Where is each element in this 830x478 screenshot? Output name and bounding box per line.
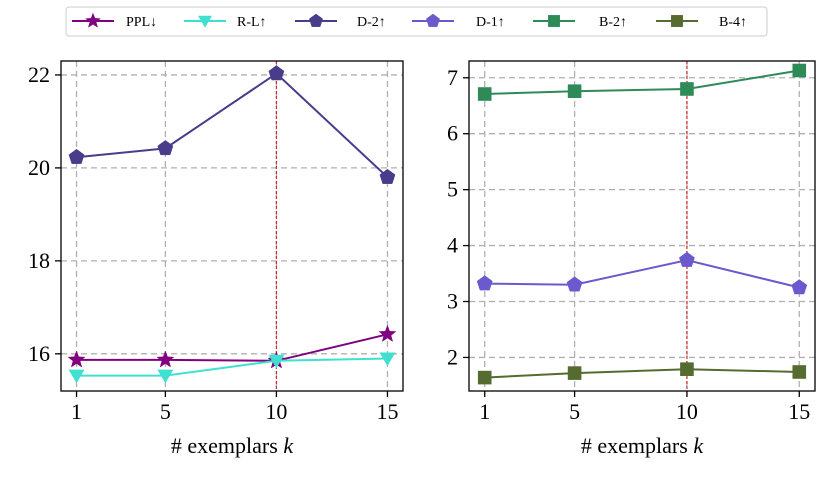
series-rl bbox=[68, 352, 396, 384]
legend-marker-pentagon bbox=[426, 13, 440, 27]
y-tick-label: 5 bbox=[447, 177, 458, 202]
legend-marker-pentagon bbox=[309, 13, 323, 27]
x-axis-label-text: # exemplars bbox=[581, 433, 693, 458]
data-point-b4 bbox=[680, 362, 694, 376]
legend-item-d1: D-1↑ bbox=[412, 13, 505, 30]
legend-item-d2: D-2↑ bbox=[295, 13, 386, 30]
data-point-ppl bbox=[378, 324, 397, 342]
data-point-b4 bbox=[792, 365, 807, 379]
data-point-b2 bbox=[567, 84, 582, 99]
legend-marker-star bbox=[85, 12, 101, 28]
data-point-rl bbox=[68, 369, 85, 384]
x-axis-label: # exemplars k bbox=[171, 433, 294, 458]
x-tick-label: 15 bbox=[788, 399, 810, 424]
axes-frame bbox=[468, 60, 816, 392]
legend-label: B-2↑ bbox=[599, 15, 627, 30]
x-axis-label: # exemplars k bbox=[581, 433, 704, 458]
series-line-b2 bbox=[484, 69, 800, 95]
x-tick-label: 5 bbox=[160, 399, 171, 424]
x-tick-label: 1 bbox=[479, 399, 490, 424]
y-tick-label: 3 bbox=[447, 289, 458, 314]
y-tick-label: 20 bbox=[28, 155, 50, 180]
x-tick-label: 15 bbox=[376, 399, 398, 424]
series-d2 bbox=[68, 65, 396, 184]
y-tick-label: 2 bbox=[447, 344, 458, 369]
y-tick-label: 7 bbox=[447, 65, 458, 90]
data-point-d2 bbox=[379, 168, 396, 184]
x-axis-label-var: k bbox=[693, 433, 704, 458]
series-line-d2 bbox=[76, 72, 389, 178]
y-tick-label: 18 bbox=[28, 248, 50, 273]
series-b2 bbox=[477, 63, 807, 101]
y-tick-label: 22 bbox=[28, 62, 50, 87]
x-axis-label-var: k bbox=[283, 433, 294, 458]
grid bbox=[61, 61, 403, 391]
series-line-d1 bbox=[484, 259, 800, 289]
series-line-rl bbox=[76, 357, 388, 377]
legend-label: B-4↑ bbox=[719, 15, 747, 30]
series-line-ppl bbox=[76, 333, 388, 362]
data-point-b4 bbox=[567, 366, 582, 380]
grid bbox=[469, 61, 815, 391]
legend-label: D-2↑ bbox=[357, 15, 386, 30]
data-point-rl bbox=[157, 369, 174, 384]
legend-item-rl: R-L↑ bbox=[184, 15, 267, 30]
legend-item-b2: B-2↑ bbox=[533, 15, 627, 30]
data-point-b2 bbox=[477, 87, 492, 101]
legend-marker-square bbox=[548, 15, 560, 27]
axes-frame bbox=[60, 60, 404, 392]
legend-label: PPL↓ bbox=[126, 15, 157, 30]
data-point-d1 bbox=[679, 251, 695, 267]
legend-label: R-L↑ bbox=[237, 15, 267, 30]
series-b4 bbox=[477, 362, 807, 385]
x-axis-label-text: # exemplars bbox=[171, 433, 283, 458]
data-point-d2 bbox=[68, 148, 85, 164]
data-point-rl bbox=[268, 354, 285, 369]
legend-item-b4: B-4↑ bbox=[656, 15, 747, 30]
legend-marker-triangle-down bbox=[198, 15, 212, 28]
y-tick-label: 16 bbox=[28, 341, 50, 366]
legend-label: D-1↑ bbox=[476, 15, 505, 30]
x-tick-label: 10 bbox=[265, 399, 287, 424]
data-point-ppl bbox=[67, 350, 86, 368]
x-tick-label: 1 bbox=[71, 399, 82, 424]
data-point-b2 bbox=[792, 63, 807, 78]
legend-marker-square bbox=[671, 15, 683, 27]
data-point-b2 bbox=[680, 82, 694, 96]
data-point-d2 bbox=[157, 140, 174, 156]
x-tick-label: 5 bbox=[569, 399, 580, 424]
data-point-d2 bbox=[268, 65, 285, 81]
x-tick-label: 10 bbox=[676, 399, 698, 424]
data-point-d1 bbox=[476, 275, 493, 291]
y-tick-label: 4 bbox=[447, 233, 458, 258]
legend-item-ppl: PPL↓ bbox=[72, 12, 157, 30]
series-line-b4 bbox=[484, 368, 800, 379]
y-tick-label: 6 bbox=[447, 121, 458, 146]
data-point-d1 bbox=[791, 279, 808, 295]
data-point-rl bbox=[379, 352, 396, 367]
series-d1 bbox=[476, 251, 808, 295]
legend: PPL↓ R-L↑ D-2↑ D-1↑ B-2↑ B-4↑ bbox=[65, 6, 768, 37]
series-ppl bbox=[67, 324, 397, 369]
data-point-ppl bbox=[156, 350, 175, 368]
data-point-b4 bbox=[477, 370, 492, 385]
data-point-d1 bbox=[566, 276, 583, 292]
